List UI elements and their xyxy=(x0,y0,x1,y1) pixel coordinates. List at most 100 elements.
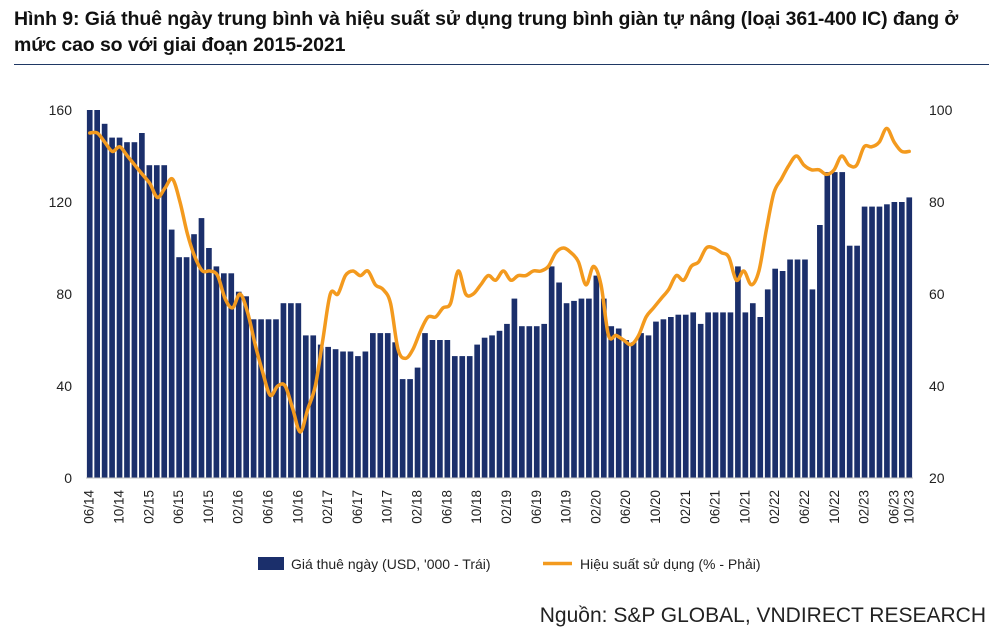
bar xyxy=(653,321,659,478)
x-tick-label: 10/20 xyxy=(648,490,663,524)
bar xyxy=(533,326,540,478)
x-tick-label: 06/17 xyxy=(350,490,365,524)
bar xyxy=(705,312,711,478)
y-right-tick-label: 40 xyxy=(929,378,945,394)
bar xyxy=(861,206,868,478)
x-tick-label: 02/23 xyxy=(857,490,872,524)
x-tick-label: 02/20 xyxy=(588,490,603,524)
bar xyxy=(451,356,458,478)
bar xyxy=(541,323,548,478)
bar xyxy=(161,165,168,478)
bar xyxy=(288,303,294,478)
x-tick-label: 06/15 xyxy=(171,490,186,524)
bar xyxy=(183,257,190,478)
bar xyxy=(519,326,525,478)
bar xyxy=(876,206,883,478)
bar xyxy=(817,225,823,478)
bar xyxy=(243,296,250,478)
bar xyxy=(846,245,853,478)
legend-line-label: Hiệu suất sử dụng (% - Phải) xyxy=(580,556,761,572)
y-left-tick-label: 80 xyxy=(56,286,72,302)
bar xyxy=(221,273,227,478)
bar xyxy=(496,330,503,478)
bar xyxy=(124,142,130,478)
x-tick-label: 02/21 xyxy=(678,490,693,524)
x-tick-label: 02/22 xyxy=(767,490,782,524)
x-tick-label: 10/15 xyxy=(201,490,216,524)
bar xyxy=(638,333,644,478)
bar xyxy=(802,259,808,478)
y-left-tick-label: 160 xyxy=(49,102,73,118)
bar xyxy=(668,317,674,478)
bar xyxy=(869,206,875,478)
x-tick-label: 06/19 xyxy=(529,490,544,524)
bar xyxy=(362,351,369,478)
bar xyxy=(273,319,279,478)
bar xyxy=(280,303,287,478)
bar xyxy=(213,266,220,478)
bar xyxy=(898,202,905,478)
x-tick-label: 06/22 xyxy=(797,490,812,524)
bar xyxy=(623,340,629,478)
bar xyxy=(377,333,384,478)
legend-bar-label: Giá thuê ngày (USD, '000 - Trái) xyxy=(291,556,491,572)
bar xyxy=(697,323,704,478)
bar xyxy=(779,271,786,478)
bar xyxy=(370,333,376,478)
x-tick-label: 10/19 xyxy=(559,490,574,524)
bar xyxy=(168,229,175,478)
y-right-tick-label: 100 xyxy=(929,102,953,118)
bar xyxy=(384,333,391,478)
bar xyxy=(600,298,607,478)
bar xyxy=(86,110,93,478)
bar xyxy=(749,303,756,478)
bar xyxy=(608,326,615,478)
bar xyxy=(690,312,697,478)
bar xyxy=(235,291,242,478)
bar xyxy=(317,344,324,478)
x-tick-label: 02/15 xyxy=(141,490,156,524)
bar xyxy=(422,333,428,478)
x-tick-label: 06/14 xyxy=(82,490,97,524)
x-tick-label: 02/17 xyxy=(320,490,335,524)
x-tick-label: 06/16 xyxy=(261,490,276,524)
bar xyxy=(712,312,719,478)
bar xyxy=(399,379,406,478)
bar xyxy=(727,312,734,478)
bar xyxy=(682,314,689,478)
bar xyxy=(563,303,570,478)
bar xyxy=(764,289,771,478)
chart-area: 0 40 80 120 160 20 40 60 80 100 06/14 10/14 02/15 06/… xyxy=(49,102,953,572)
figure-title: Hình 9: Giá thuê ngày trung bình và hiệu… xyxy=(14,8,959,56)
bar xyxy=(310,335,317,478)
bar xyxy=(809,289,816,478)
bar xyxy=(630,342,637,478)
bar xyxy=(146,165,153,478)
bar xyxy=(578,298,585,478)
bar xyxy=(675,314,682,478)
bar xyxy=(593,275,600,478)
bar xyxy=(839,172,846,478)
bar xyxy=(466,356,473,478)
x-tick-label: 10/16 xyxy=(290,490,305,524)
bar xyxy=(444,340,451,478)
x-tick-label: 10/18 xyxy=(469,490,484,524)
bar xyxy=(392,342,399,478)
x-tick-label: 02/19 xyxy=(499,490,514,524)
bar xyxy=(772,268,778,478)
x-tick-label: 06/18 xyxy=(439,490,454,524)
x-tick-label: 10/22 xyxy=(827,490,842,524)
y-right-tick-label: 80 xyxy=(929,194,945,210)
bar xyxy=(153,165,160,478)
bar xyxy=(504,323,510,478)
bar xyxy=(407,379,413,478)
bar xyxy=(906,197,913,478)
legend-bar-swatch xyxy=(258,557,284,570)
bar xyxy=(526,326,533,478)
bar xyxy=(757,317,764,478)
bar xyxy=(101,123,108,479)
y-left-tick-label: 40 xyxy=(56,378,72,394)
source-note: Nguồn: S&P GLOBAL, VNDIRECT RESEARCH xyxy=(539,604,986,627)
bar xyxy=(94,110,100,478)
bar xyxy=(831,172,838,478)
